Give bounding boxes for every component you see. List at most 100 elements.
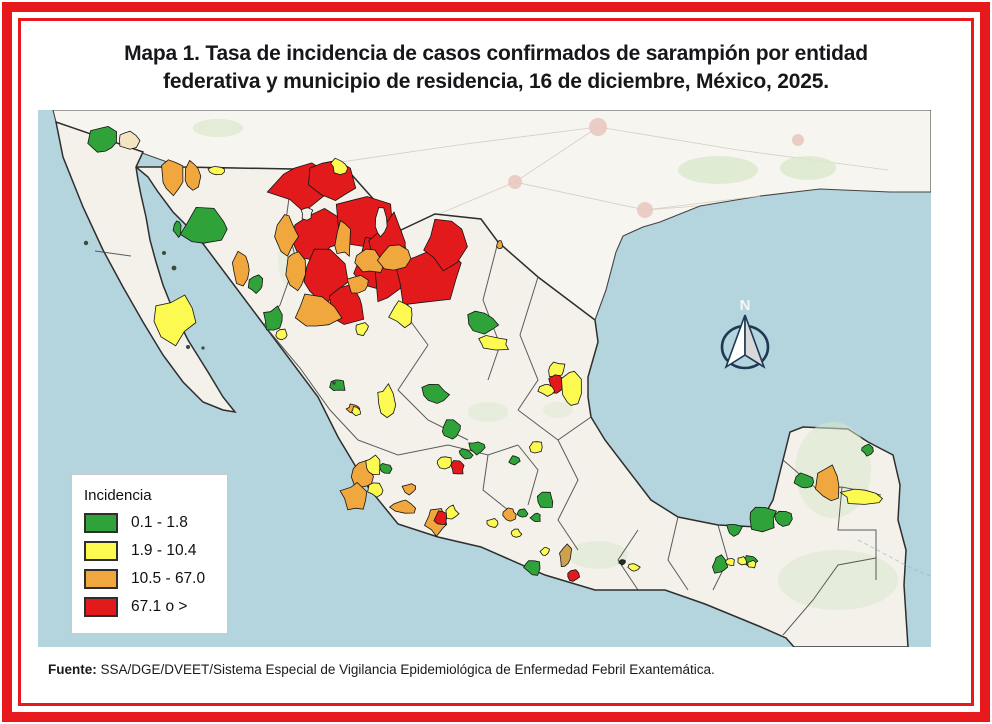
municipality-patch-green: [793, 472, 815, 489]
legend-items: 0.1 - 1.8 1.9 - 10.4 10.5 - 67.0 67.1 o >: [84, 512, 219, 617]
municipality-patch-yellow: [207, 165, 225, 175]
baja-california: [55, 120, 237, 413]
islands: [83, 240, 336, 385]
inner-red-frame: Mapa 1. Tasa de incidencia de casos conf…: [18, 18, 974, 706]
legend-item: 67.1 o >: [84, 596, 219, 617]
municipality-patch-green: [467, 310, 500, 335]
municipality-patch-yellow: [436, 456, 452, 470]
legend-item-label: 0.1 - 1.8: [131, 513, 188, 531]
legend-swatch: [84, 596, 118, 617]
municipality-patch-green: [458, 448, 474, 460]
municipality-patch-green: [421, 383, 451, 404]
map-title-line1: Mapa 1. Tasa de incidencia de casos conf…: [124, 42, 868, 65]
municipality-patch-orange: [346, 274, 369, 294]
municipality-patch-yellow: [510, 528, 523, 538]
municipality-patch-white: [300, 207, 314, 221]
source-note: Fuente: SSA/DGE/DVEET/Sistema Especial d…: [48, 662, 971, 677]
maritime-boundary: [857, 539, 931, 577]
legend-item-label: 67.1 o >: [131, 597, 188, 615]
municipality-patch-orange: [339, 481, 368, 511]
municipality-patch-green: [529, 512, 541, 522]
municipality-patch-yellow: [445, 504, 460, 520]
municipality-patch-yellow: [365, 454, 381, 475]
municipality-patch-white: [374, 207, 388, 238]
municipality-patch-red: [450, 459, 465, 475]
municipality-patch-orange: [184, 159, 202, 191]
municipality-patch-orange: [502, 507, 517, 522]
municipality-patch-yellow: [355, 321, 369, 337]
municipality-patch-green: [468, 441, 486, 456]
municipality-patch-orange: [285, 251, 306, 292]
municipality-patch-green: [87, 125, 118, 153]
municipality-patch-yellow: [839, 488, 883, 505]
municipality-patch-orange: [376, 244, 412, 271]
map-title: Mapa 1. Tasa de incidencia de casos conf…: [21, 40, 971, 96]
municipality-patch-orange: [354, 248, 386, 273]
municipality-patch-green: [749, 506, 777, 533]
municipality-patch-orange: [388, 499, 417, 514]
map-container: N Incidencia 0.1 - 1.8 1.9 - 10.4 10.5 - 6…: [38, 109, 931, 647]
legend: Incidencia 0.1 - 1.8 1.9 - 10.4 10.5 - 67.…: [71, 473, 228, 634]
municipality-patch-green: [508, 455, 521, 466]
municipality-patch-green: [523, 560, 541, 576]
municipality-patch-green: [536, 491, 554, 508]
municipality-patch-orange: [815, 464, 840, 501]
municipality-patch-yellow: [737, 555, 747, 566]
us-roads: [292, 126, 889, 231]
municipality-patch-yellow: [367, 482, 384, 498]
municipality-patch-red: [423, 218, 468, 272]
municipality-patch-green: [329, 379, 346, 391]
legend-item-label: 10.5 - 67.0: [131, 569, 206, 587]
municipality-patch-green: [516, 508, 529, 518]
municipality-patch-yellow: [153, 294, 197, 347]
patches-layer: [87, 125, 883, 582]
municipality-patch-green: [711, 554, 729, 574]
municipality-patch-yellow: [486, 517, 499, 528]
legend-item: 0.1 - 1.8: [84, 512, 219, 533]
municipality-patch-green: [179, 206, 228, 244]
municipality-patch-yellow: [537, 383, 556, 397]
municipality-patch-orange: [274, 213, 299, 257]
municipality-patch-yellow: [377, 382, 397, 418]
municipality-patch-green: [726, 523, 743, 537]
municipality-patch-green: [861, 443, 874, 457]
legend-item: 10.5 - 67.0: [84, 568, 219, 589]
municipality-patch-red: [567, 569, 580, 582]
legend-swatch: [84, 512, 118, 533]
source-label: Fuente:: [48, 661, 97, 677]
municipality-patch-yellow: [330, 157, 349, 175]
municipality-patch-yellow: [539, 547, 550, 556]
municipality-patch-orange: [496, 239, 504, 249]
source-text: SSA/DGE/DVEET/Sistema Especial de Vigila…: [96, 661, 715, 677]
municipality-patch-yellow: [747, 559, 757, 569]
municipality-patch-yellow: [275, 328, 288, 341]
legend-item: 1.9 - 10.4: [84, 540, 219, 561]
north-arrow-right-half: [744, 314, 766, 369]
municipality-patch-yellow: [351, 405, 361, 416]
municipality-patch-green: [379, 462, 393, 474]
municipality-patch-orange: [161, 159, 184, 197]
municipality-patch-beige: [119, 130, 141, 150]
municipality-patch-dark: [618, 559, 626, 566]
legend-title: Incidencia: [84, 486, 152, 504]
municipality-patch-yellow: [627, 563, 641, 572]
us-cities: [508, 117, 804, 218]
map-title-line2: federativa y municipio de residencia, 16…: [163, 69, 829, 93]
municipality-patch-orange: [401, 483, 417, 496]
north-label: N: [740, 297, 751, 314]
municipality-patch-orange: [334, 219, 351, 257]
municipality-patch-green: [441, 419, 461, 440]
municipality-patch-yellow: [478, 334, 510, 351]
legend-swatch: [84, 540, 118, 561]
content-area: Mapa 1. Tasa de incidencia de casos conf…: [21, 21, 971, 703]
municipality-patch-yellow: [529, 441, 543, 454]
municipality-patch-green: [247, 274, 264, 294]
municipality-patch-green: [263, 305, 283, 331]
municipality-patch-orange: [231, 250, 250, 287]
municipality-patch-orange: [294, 293, 343, 327]
municipality-patch-yellow: [388, 300, 413, 329]
municipality-patch-tan: [559, 543, 573, 567]
municipality-patch-yellow: [561, 370, 582, 406]
